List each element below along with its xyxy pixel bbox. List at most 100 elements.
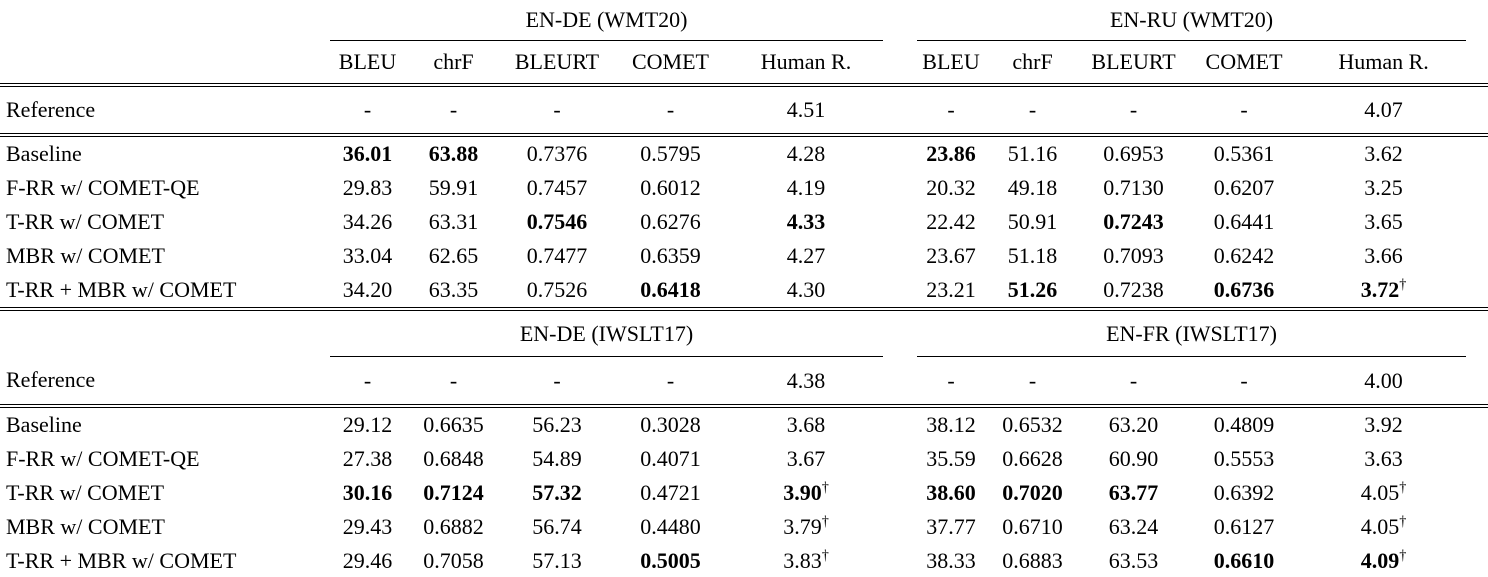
table-cell: - (330, 85, 405, 137)
table-cell: 0.6882 (423, 514, 484, 539)
group-header-row: EN-DE (WMT20) EN-RU (WMT20) (0, 0, 1488, 41)
group-gap (883, 40, 918, 87)
table-cell: 37.77 (926, 514, 976, 539)
reference-row: Reference - - - -4.51- - - -4.07 (0, 85, 1488, 137)
table-cell: 0.5361 (1213, 141, 1275, 166)
table-cell: 0.6635 (423, 412, 484, 437)
table-cell: 29.43 (342, 514, 393, 539)
table-cell: 4.38 (729, 356, 884, 408)
dagger-mark: † (1399, 276, 1407, 293)
row-label: MBR w/ COMET (6, 243, 165, 268)
table-cell: 0.4480 (640, 514, 701, 539)
table-cell: 57.13 (502, 544, 612, 577)
group-gap (883, 205, 917, 239)
table-cell: 3.25 (1364, 175, 1403, 200)
corner-cell (0, 40, 330, 87)
edge-pad (1466, 544, 1488, 577)
table-cell: - (330, 356, 405, 408)
dagger-mark: † (1399, 479, 1407, 496)
table-cell: - (917, 356, 986, 408)
table-cell: 3.67 (786, 446, 826, 471)
table-cell: 0.4809 (1213, 412, 1275, 437)
edge-pad (1466, 510, 1488, 544)
table-cell: - (612, 85, 729, 137)
table-cell: 0.6883 (985, 544, 1081, 577)
row-label: Reference (0, 356, 330, 408)
col-header-human-r: Human R. (1301, 40, 1467, 87)
group-gap (883, 0, 917, 41)
table-row: MBR w/ COMET 29.43 0.6882 56.74 0.4480 3.79† 3… (0, 510, 1488, 544)
table-cell: 35.59 (926, 446, 976, 471)
table-cell: 3.83† (729, 544, 884, 577)
table-cell: 0.7477 (526, 243, 588, 268)
table-cell: 0.7093 (1103, 243, 1164, 268)
table-cell: 0.6628 (1002, 446, 1063, 471)
group-header-row: EN-DE (IWSLT17) EN-FR (IWSLT17) (0, 309, 1488, 357)
table-cell: 62.65 (428, 243, 479, 268)
table-cell: 0.7130 (1103, 175, 1164, 200)
table-cell: 63.20 (1108, 412, 1159, 437)
table-cell: 0.7526 (502, 273, 612, 311)
row-label: Baseline (6, 412, 82, 437)
table-cell: 29.12 (342, 412, 393, 437)
edge-pad (1466, 309, 1488, 357)
table-cell: - (1187, 356, 1302, 408)
table-cell: 38.12 (926, 412, 976, 437)
table-cell: 3.92 (1364, 412, 1403, 437)
table-cell: 4.51 (729, 85, 884, 137)
table-cell: 3.65 (1364, 209, 1403, 234)
table-cell: 0.5553 (1213, 446, 1275, 471)
table-cell: 3.66 (1364, 243, 1403, 268)
col-header-comet: COMET (612, 40, 729, 87)
table-cell: 34.26 (342, 209, 393, 234)
metric-header-row: BLEU chrF BLEURT COMET Human R. BLEU chr… (0, 40, 1488, 87)
table-cell: 3.63 (1364, 446, 1403, 471)
table-cell: 49.18 (1007, 175, 1058, 200)
table-cell: 4.33 (786, 209, 826, 234)
table-cell: 4.27 (786, 243, 826, 268)
edge-pad (1466, 273, 1488, 311)
dagger-mark: † (821, 479, 829, 496)
table-cell: - (502, 85, 612, 137)
group-gap (883, 135, 917, 171)
table-cell: - (985, 85, 1081, 137)
table-cell: 20.32 (926, 175, 976, 200)
edge-pad (1466, 0, 1488, 41)
table-cell: 0.7238 (1080, 273, 1188, 311)
dagger-mark: † (1399, 547, 1407, 564)
col-header-human-r: Human R. (729, 40, 884, 87)
group-gap (883, 544, 918, 577)
table-cell: 4.09† (1301, 544, 1467, 577)
table-cell: 3.62 (1364, 141, 1403, 166)
group-gap (883, 309, 917, 357)
col-header-bleu: BLEU (917, 40, 986, 87)
table-row: T-RR + MBR w/ COMET 29.46 0.7058 57.13 0.500… (0, 544, 1488, 577)
table-row: F-RR w/ COMET-QE 27.38 0.6848 54.89 0.4071 3.… (0, 442, 1488, 476)
table-cell: 0.6207 (1213, 175, 1275, 200)
group-header-en-ru-wmt20: EN-RU (WMT20) (917, 0, 1467, 41)
row-label: F-RR w/ COMET-QE (6, 175, 200, 200)
table-row: MBR w/ COMET 33.04 62.65 0.7477 0.6359 4.27 23… (0, 239, 1488, 273)
row-label: T-RR + MBR w/ COMET (0, 544, 330, 577)
table-cell: 4.30 (729, 273, 884, 311)
group-gap (883, 406, 917, 442)
table-cell: 51.26 (985, 273, 1081, 311)
table-cell: 60.90 (1108, 446, 1159, 471)
section-wmt20-body: Reference - - - -4.51- - - -4.07 Baseline 36.01 63… (0, 85, 1488, 311)
dagger-mark: † (821, 547, 829, 564)
table-cell: - (917, 85, 986, 137)
row-label: Reference (0, 85, 330, 137)
table-row: T-RR w/ COMET 34.26 63.31 0.7546 0.6276 4.33 2… (0, 205, 1488, 239)
table-cell: 0.6736 (1187, 273, 1302, 311)
table-cell: 29.46 (330, 544, 405, 577)
row-label: F-RR w/ COMET-QE (6, 446, 200, 471)
table-cell: - (405, 356, 502, 408)
edge-pad (1466, 85, 1488, 137)
table-cell: 27.38 (342, 446, 393, 471)
table-cell: 0.6359 (640, 243, 701, 268)
table-cell: 63.88 (428, 141, 479, 166)
col-header-comet: COMET (1187, 40, 1302, 87)
table-cell: 4.19 (786, 175, 826, 200)
table-cell: 34.20 (330, 273, 405, 311)
